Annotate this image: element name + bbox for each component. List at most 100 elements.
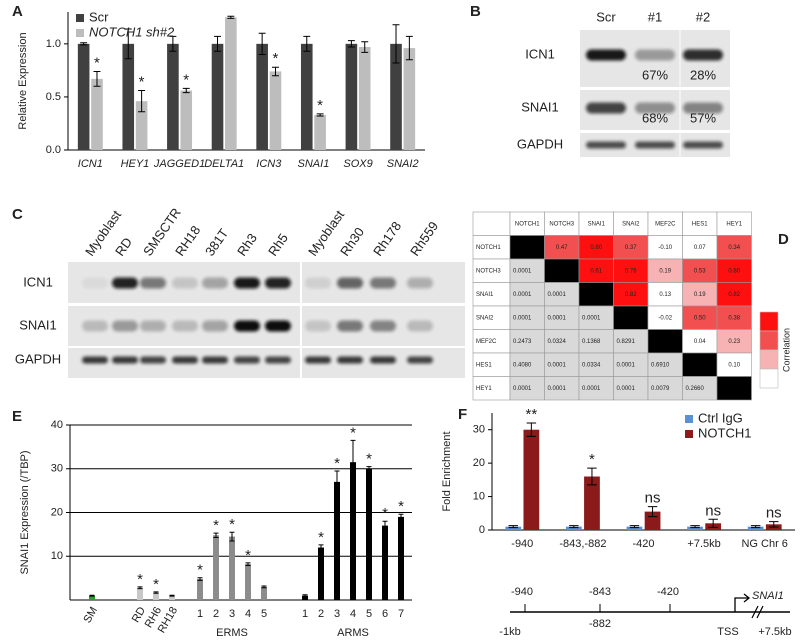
bar bbox=[565, 526, 582, 530]
bar bbox=[225, 17, 237, 150]
bar bbox=[403, 48, 416, 150]
cell-value: 0.53 bbox=[694, 268, 706, 274]
lane-label: Rh5 bbox=[265, 231, 291, 259]
band bbox=[202, 277, 228, 289]
error-bar bbox=[334, 470, 340, 494]
row-label: ICN1 bbox=[525, 46, 555, 61]
significance: * bbox=[366, 451, 372, 468]
bar bbox=[153, 592, 159, 600]
tss-label: TSS bbox=[717, 626, 738, 638]
band bbox=[140, 277, 166, 289]
error-bar bbox=[214, 35, 221, 52]
band bbox=[112, 356, 138, 364]
row-header: HEY1 bbox=[476, 386, 492, 392]
cell-value: -0.02 bbox=[658, 315, 672, 321]
row-header: SNAI1 bbox=[476, 292, 494, 298]
significance: * bbox=[245, 547, 251, 564]
table-cell bbox=[544, 258, 580, 283]
band bbox=[683, 102, 723, 114]
lane-label: RD bbox=[112, 235, 135, 259]
lane-label: RH18 bbox=[172, 223, 203, 259]
band bbox=[586, 49, 626, 61]
error-bar bbox=[398, 513, 404, 520]
x-tick-label: -843,-882 bbox=[559, 538, 606, 550]
row-header: NOTCH3 bbox=[476, 268, 501, 274]
x-tick-label: -420 bbox=[632, 538, 654, 550]
y-axis-label: SNAI1 Expression (/TBP) bbox=[19, 450, 31, 574]
cell-value: 0.0001 bbox=[548, 362, 567, 368]
cell-value: 0.23 bbox=[728, 339, 740, 345]
x-tick-label: SM bbox=[81, 605, 100, 625]
band bbox=[635, 141, 675, 149]
x-tick-label: 3 bbox=[229, 608, 235, 620]
x-tick-label: SNAI1 bbox=[298, 158, 330, 170]
lane-label: #2 bbox=[696, 9, 710, 24]
error-bar bbox=[629, 525, 640, 529]
bar bbox=[334, 481, 340, 600]
significance: ** bbox=[526, 406, 538, 423]
error-bar bbox=[137, 586, 143, 590]
cell-value: 0.34 bbox=[728, 245, 740, 251]
band bbox=[635, 102, 675, 114]
error-bar bbox=[169, 35, 177, 52]
band bbox=[172, 356, 198, 364]
legend-label: NOTCH1 sh#2 bbox=[89, 24, 175, 39]
band bbox=[635, 49, 675, 61]
significance: ns bbox=[705, 502, 721, 519]
x-tick-label: 4 bbox=[245, 608, 251, 620]
cell-value: 0.8291 bbox=[617, 339, 636, 345]
error-bar bbox=[89, 594, 95, 597]
cell-value: 0.4080 bbox=[513, 362, 532, 368]
significance: * bbox=[137, 571, 143, 588]
band bbox=[683, 141, 723, 149]
x-tick-label: 4 bbox=[350, 608, 356, 620]
table-cell bbox=[647, 329, 683, 354]
error-bar bbox=[93, 70, 101, 87]
bar bbox=[167, 43, 179, 150]
cell-value: 0.38 bbox=[728, 315, 740, 321]
bar bbox=[77, 43, 90, 150]
bar bbox=[135, 101, 148, 150]
bar bbox=[169, 595, 175, 600]
column-header: MEF2C bbox=[655, 221, 676, 227]
x-tick-label: 2 bbox=[318, 608, 324, 620]
band bbox=[265, 356, 291, 364]
bar bbox=[505, 526, 522, 530]
bar bbox=[211, 43, 224, 150]
y-tick-label: 10 bbox=[473, 490, 485, 502]
table-cell bbox=[472, 211, 511, 236]
band bbox=[337, 277, 363, 289]
cell-value: 0.37 bbox=[625, 245, 637, 251]
gene-label: SNAI1 bbox=[752, 590, 784, 602]
significance: * bbox=[183, 71, 189, 88]
legend-title: Correlation bbox=[781, 328, 791, 372]
band bbox=[202, 356, 228, 364]
x-tick-label: 1 bbox=[302, 608, 308, 620]
tss-arrow bbox=[734, 593, 751, 612]
error-bar bbox=[124, 28, 132, 60]
cell-value: 0.80 bbox=[728, 268, 740, 274]
error-bar bbox=[366, 466, 372, 472]
y-tick-label: 20 bbox=[51, 506, 63, 518]
lane-label: Rh30 bbox=[337, 225, 367, 259]
site-label: -882 bbox=[589, 618, 611, 630]
gene-map: -940 -843 -882 -420 -1kb TSS +7.5kb SNAI… bbox=[499, 586, 791, 638]
legend-swatch bbox=[76, 14, 84, 22]
y-tick-label: 30 bbox=[51, 463, 63, 475]
column-header: SNAI2 bbox=[622, 221, 640, 227]
bar bbox=[314, 114, 326, 150]
cell-value: 0.80 bbox=[590, 245, 602, 251]
table-cell bbox=[578, 282, 614, 307]
band bbox=[140, 356, 166, 364]
band bbox=[234, 320, 260, 332]
error-bar bbox=[690, 525, 700, 529]
lane-label: Rh178 bbox=[370, 219, 404, 259]
x-tick-label: 3 bbox=[334, 608, 340, 620]
column-header: HEY1 bbox=[726, 221, 742, 227]
group-label: ARMS bbox=[337, 627, 369, 639]
quant-label: 67% bbox=[642, 67, 668, 82]
significance: * bbox=[398, 498, 404, 515]
x-tick-label: SNAI2 bbox=[387, 158, 419, 170]
band bbox=[140, 320, 166, 332]
band bbox=[407, 320, 433, 332]
